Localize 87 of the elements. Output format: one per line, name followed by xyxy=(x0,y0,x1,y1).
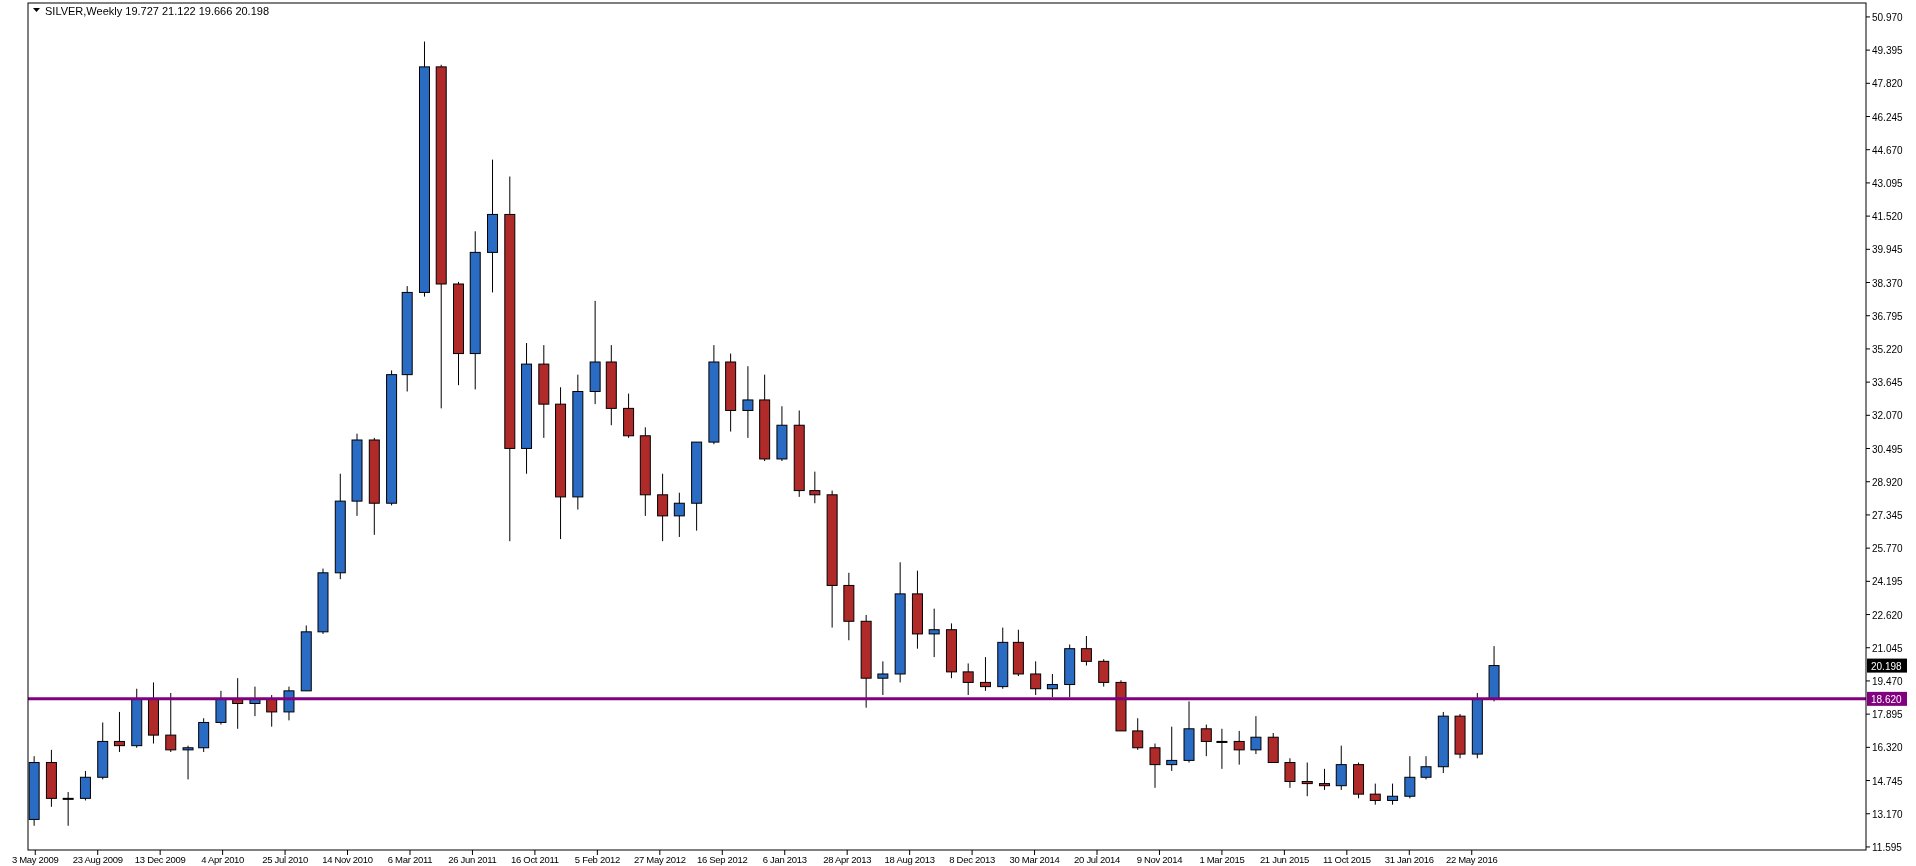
y-tick-label: 36.795 xyxy=(1872,310,1904,322)
candlestick xyxy=(266,694,278,728)
y-tick-label: 39.945 xyxy=(1872,244,1904,256)
candlestick xyxy=(1046,673,1058,698)
x-tick-label: 23 Aug 2009 xyxy=(72,854,123,865)
x-tick-label: 6 Jan 2013 xyxy=(762,854,807,865)
candlestick xyxy=(1233,730,1245,766)
y-tick-label: 19.470 xyxy=(1872,675,1904,687)
candlestick xyxy=(1420,755,1432,780)
chart-title: SILVER,Weekly 19.727 21.122 19.666 20.198 xyxy=(45,5,270,17)
y-tick-label: 13.170 xyxy=(1872,808,1904,820)
x-tick-label: 28 Apr 2013 xyxy=(823,854,872,865)
candlestick xyxy=(809,471,821,504)
x-tick-label: 16 Sep 2012 xyxy=(696,854,748,865)
x-tick-label: 1 Mar 2015 xyxy=(1199,854,1245,865)
x-tick-label: 27 May 2012 xyxy=(633,854,686,865)
candlestick xyxy=(657,473,669,542)
x-tick-label: 25 Jul 2010 xyxy=(262,854,308,865)
candlestick xyxy=(1098,658,1110,688)
y-tick-label: 49.395 xyxy=(1872,45,1904,57)
candlestick xyxy=(742,365,754,439)
candlestick xyxy=(215,690,227,726)
x-tick-label: 9 Nov 2014 xyxy=(1136,854,1183,865)
x-tick-label: 14 Nov 2010 xyxy=(322,854,373,865)
candlestick xyxy=(182,745,194,780)
candlestick xyxy=(165,692,177,753)
candlestick xyxy=(1132,717,1144,751)
x-tick-label: 22 May 2016 xyxy=(1445,854,1498,865)
x-tick-label: 11 Oct 2015 xyxy=(1322,854,1371,865)
candlestick xyxy=(979,656,991,692)
y-tick-label: 50.970 xyxy=(1872,11,1904,23)
x-tick-label: 18 Aug 2013 xyxy=(884,854,935,865)
y-tick-label: 25.770 xyxy=(1872,543,1904,555)
x-tick-label: 13 Dec 2009 xyxy=(134,854,186,865)
y-tick-label: 22.620 xyxy=(1872,609,1904,621)
candlestick xyxy=(1404,755,1416,799)
candlestick xyxy=(1387,783,1399,806)
candlestick xyxy=(113,711,125,753)
candlestick xyxy=(1250,715,1262,755)
y-tick-label: 38.370 xyxy=(1872,277,1904,289)
candlestick xyxy=(1301,762,1313,797)
candlestick xyxy=(1149,743,1161,789)
x-tick-label: 30 Mar 2014 xyxy=(1009,854,1060,865)
y-tick-label: 32.070 xyxy=(1872,410,1904,422)
y-tick-label: 21.045 xyxy=(1872,642,1904,654)
x-tick-label: 31 Jan 2016 xyxy=(1384,854,1434,865)
y-tick-label: 44.670 xyxy=(1872,144,1904,156)
y-tick-label: 28.920 xyxy=(1872,476,1904,488)
y-tick-label: 35.220 xyxy=(1872,343,1904,355)
x-tick-label: 5 Feb 2012 xyxy=(574,854,620,865)
x-tick-label: 8 Dec 2013 xyxy=(949,854,995,865)
candlestick xyxy=(673,492,685,538)
y-tick-label: 17.895 xyxy=(1872,709,1904,721)
candlestick xyxy=(62,791,74,827)
y-tick-label: 33.645 xyxy=(1872,377,1904,389)
y-tick-label: 41.520 xyxy=(1872,211,1904,223)
candlestick xyxy=(1319,768,1331,791)
y-tick-label: 30.495 xyxy=(1872,443,1904,455)
y-tick-label: 46.245 xyxy=(1872,111,1904,123)
y-tick-label: 27.345 xyxy=(1872,509,1904,521)
y-tick-label: 43.095 xyxy=(1872,177,1904,189)
x-tick-label: 20 Jul 2014 xyxy=(1074,854,1120,865)
candlestick xyxy=(877,660,889,696)
candlestick xyxy=(928,608,940,658)
candlestick xyxy=(1080,635,1092,667)
candlestick xyxy=(79,770,91,801)
candlestick xyxy=(1284,757,1296,789)
text: 20.198 xyxy=(1871,660,1903,672)
x-tick-label: 3 May 2009 xyxy=(11,854,59,865)
y-tick-label: 24.195 xyxy=(1872,576,1904,588)
x-tick-label: 16 Oct 2011 xyxy=(511,854,559,865)
x-tick-label: 6 Mar 2011 xyxy=(387,854,433,865)
y-tick-label: 11.595 xyxy=(1872,841,1903,853)
candlestick xyxy=(1369,783,1381,806)
x-tick-label: 26 Jun 2011 xyxy=(448,854,497,865)
x-tick-label: 21 Jun 2015 xyxy=(1259,854,1309,865)
candlestick xyxy=(962,662,974,696)
ref-line-label: 18.620 xyxy=(1871,693,1903,705)
candlestick xyxy=(1166,726,1178,772)
y-tick-label: 16.320 xyxy=(1872,742,1904,754)
candlestick xyxy=(1216,728,1228,770)
candlestick xyxy=(1030,660,1042,696)
candlestick xyxy=(1335,745,1347,791)
y-tick-label: 14.745 xyxy=(1872,775,1904,787)
candlestick xyxy=(1200,724,1212,757)
y-tick-label: 47.820 xyxy=(1872,78,1904,90)
x-tick-label: 4 Apr 2010 xyxy=(201,854,245,865)
